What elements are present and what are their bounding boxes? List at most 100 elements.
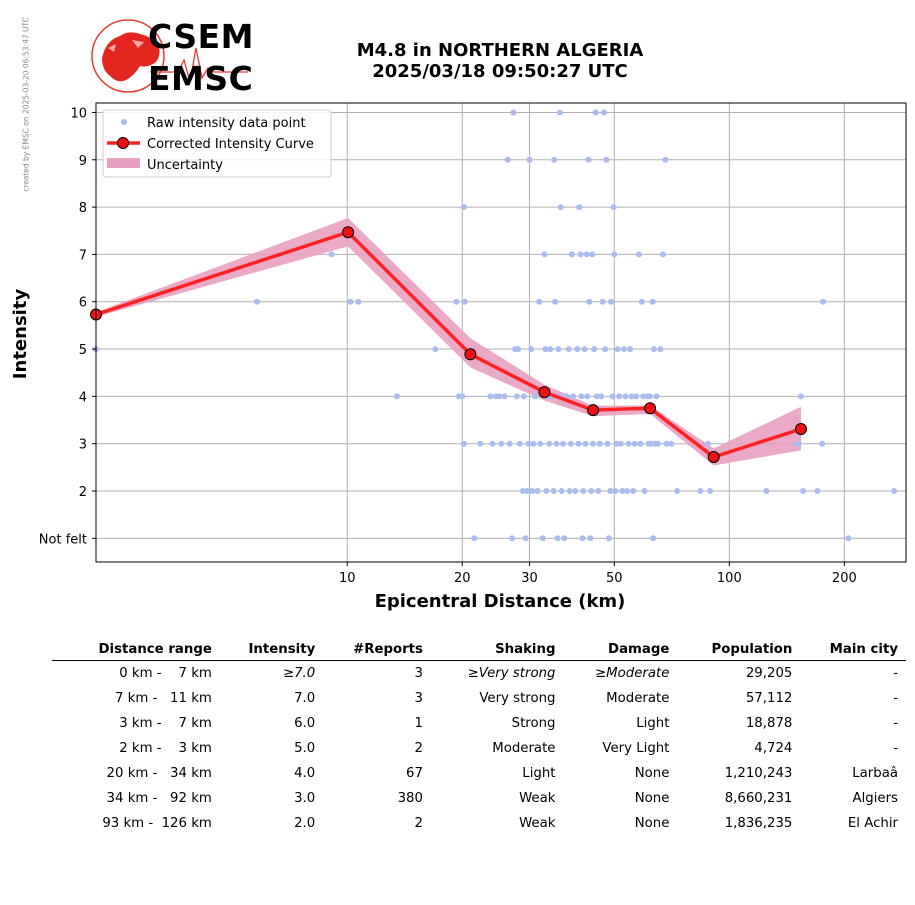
raw-intensity-point: [578, 393, 585, 400]
raw-intensity-point: [891, 488, 898, 494]
y-tick-label: 4: [79, 390, 87, 405]
ticks: 10 20 30 50 100 200 Not felt 2 3 4 5 6 7 8 9 10: [39, 106, 857, 586]
raw-intensity-point: [487, 393, 494, 400]
raw-intensity-point: [539, 535, 546, 542]
raw-intensity-point: [528, 346, 535, 353]
raw-intensity-point: [603, 156, 610, 163]
raw-intensity-point: [641, 488, 648, 494]
raw-intensity-point: [552, 298, 559, 305]
raw-intensity-point: [461, 298, 468, 305]
raw-intensity-point: [819, 440, 826, 447]
x-tick-label: 30: [521, 571, 538, 586]
raw-intensity-point: [845, 535, 852, 542]
raw-intensity-point: [610, 204, 617, 211]
legend-band-swatch: [107, 158, 140, 168]
raw-points: [93, 109, 898, 542]
raw-intensity-point: [568, 251, 575, 258]
raw-intensity-point: [635, 251, 642, 258]
raw-intensity-point: [553, 440, 560, 447]
raw-intensity-point: [592, 109, 599, 116]
raw-intensity-point: [637, 440, 644, 447]
raw-intensity-point: [612, 488, 619, 494]
raw-intensity-point: [501, 393, 508, 400]
raw-intensity-point: [460, 204, 467, 211]
raw-intensity-point: [598, 393, 605, 400]
raw-intensity-point: [582, 440, 589, 447]
legend-raw-label: Raw intensity data point: [147, 116, 306, 131]
raw-intensity-point: [591, 346, 598, 353]
raw-intensity-point: [459, 393, 466, 400]
raw-intensity-point: [605, 535, 612, 542]
raw-intensity-point: [668, 440, 675, 447]
raw-intensity-point: [602, 346, 609, 353]
curve-point: [464, 348, 477, 361]
intensity-chart: 10 20 30 50 100 200 Not felt 2 3 4 5 6 7 8 9 10 Epicent…: [10, 102, 907, 612]
raw-intensity-point: [604, 440, 611, 447]
col-distance-range: Distance range: [52, 640, 220, 661]
plot-frame: [95, 102, 907, 563]
raw-intensity-point: [630, 488, 637, 494]
curve-point: [342, 226, 355, 239]
col-population: Population: [677, 640, 801, 661]
raw-intensity-point: [599, 298, 606, 305]
uncertainty-band: [96, 218, 801, 466]
y-tick-label: 10: [70, 106, 87, 121]
raw-intensity-point: [650, 535, 657, 542]
raw-intensity-point: [566, 488, 573, 494]
raw-intensity-point: [583, 251, 590, 258]
raw-intensity-point: [572, 488, 579, 494]
logo-text-emsc: EMSC: [148, 59, 254, 98]
raw-intensity-point: [523, 488, 530, 494]
raw-intensity-point: [674, 488, 681, 494]
raw-intensity-point: [608, 298, 614, 305]
y-tick-label: 6: [79, 296, 87, 311]
raw-intensity-point: [537, 440, 544, 447]
raw-intensity-point: [628, 393, 635, 400]
table-row: 3 km - 7 km 6.0 1 Strong Light 18,878 -: [110, 716, 898, 731]
y-tick-label: 7: [79, 248, 87, 263]
raw-intensity-point: [510, 109, 517, 116]
table-row: 0 km - 7 km ≥7.0 3 ≥Very strong ≥Moderat…: [110, 666, 898, 681]
raw-intensity-point: [574, 346, 581, 353]
corrected-curve-line: [95, 230, 802, 459]
col-damage: Damage: [563, 640, 678, 661]
table-row: 7 km - 11 km 7.0 3 Very strong Moderate …: [106, 691, 898, 706]
raw-intensity-point: [575, 440, 582, 447]
table-row: 2 km - 3 km 5.0 2 Moderate Very Light 4,…: [110, 741, 898, 756]
raw-intensity-point: [526, 156, 533, 163]
raw-intensity-point: [547, 346, 554, 353]
raw-intensity-point: [657, 346, 664, 353]
raw-intensity-point: [558, 488, 565, 494]
raw-intensity-point: [587, 535, 594, 542]
raw-intensity-point: [579, 535, 586, 542]
raw-intensity-point: [820, 298, 827, 305]
raw-intensity-point: [543, 488, 550, 494]
raw-intensity-point: [581, 346, 588, 353]
raw-intensity-point: [607, 488, 614, 494]
title-datetime: 2025/03/18 09:50:27 UTC: [372, 61, 628, 82]
raw-intensity-point: [589, 251, 596, 258]
raw-intensity-point: [532, 393, 538, 400]
raw-intensity-point: [453, 298, 460, 305]
raw-intensity-point: [253, 298, 260, 305]
y-tick-label: 8: [79, 201, 87, 216]
legend: Raw intensity data point Corrected Inten…: [102, 109, 332, 178]
x-tick-label: 200: [832, 571, 857, 586]
raw-intensity-point: [798, 393, 804, 400]
legend-raw-marker: [121, 119, 127, 125]
raw-intensity-point: [567, 440, 574, 447]
raw-intensity-point: [617, 440, 624, 447]
raw-intensity-point: [651, 346, 657, 353]
y-axis-label: Intensity: [10, 289, 31, 380]
raw-intensity-point: [613, 440, 620, 447]
raw-intensity-point: [498, 440, 505, 447]
col-shaking: Shaking: [430, 640, 564, 661]
col-reports: #Reports: [323, 640, 431, 661]
raw-intensity-point: [763, 488, 770, 494]
table-header-row: Distance range Intensity #Reports Shakin…: [52, 640, 906, 661]
raw-intensity-point: [534, 488, 541, 494]
raw-intensity-point: [394, 393, 400, 400]
raw-intensity-point: [638, 298, 645, 305]
y-tick-label: 2: [79, 485, 87, 500]
legend-curve-marker: [117, 137, 129, 149]
